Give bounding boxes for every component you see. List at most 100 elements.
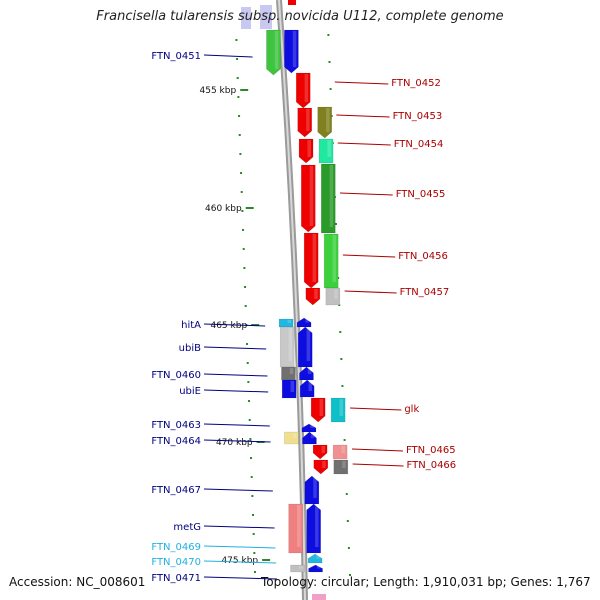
- gene-block-shine: [342, 461, 346, 468]
- edge-gene-top-right: [260, 5, 272, 29]
- gene-block-ftn-0466: [333, 459, 349, 475]
- gene-label-ftn-0457: FTN_0457: [400, 287, 450, 298]
- gene-leader-ftn-0469: [203, 545, 276, 549]
- gene-label-ftn-0451: FTN_0451: [151, 51, 201, 62]
- gene-block-shine: [304, 74, 309, 102]
- gene-block-shine: [290, 381, 295, 392]
- gene-block-glk: [330, 397, 346, 423]
- gene-block-shine: [306, 328, 311, 361]
- ruler-label: 455 kbp: [200, 86, 237, 96]
- gene-leader-ftn-0451: [203, 54, 253, 58]
- gene-block-ftn-0451: [266, 29, 281, 76]
- gene-leader-ftn-0471: [203, 576, 277, 580]
- gene-block-ftn-0455: [300, 164, 316, 233]
- gene-block-shine: [313, 477, 317, 498]
- gene-block-shine: [314, 289, 318, 299]
- gene-block-shine: [307, 368, 312, 374]
- gene-block-ftn-0463: [301, 423, 317, 433]
- gene-block-ftn-0471: [308, 564, 323, 573]
- edge-gene-top-red: [288, 0, 296, 5]
- gene-block-metg: [288, 503, 303, 554]
- gene-label-ftn-0452: FTN_0452: [391, 78, 441, 89]
- gene-block-ftn-0464: [284, 431, 299, 445]
- gene-leader-ubie: [203, 389, 269, 393]
- gene-leader-glk: [350, 407, 402, 411]
- gene-block-shine: [309, 166, 314, 226]
- gene-block-ftn-0453: [317, 106, 333, 139]
- gene-leader-ftn-0457: [344, 290, 397, 294]
- accession-label: Accession: NC_008601: [9, 575, 146, 589]
- gene-block-shine: [329, 165, 334, 227]
- gene-block-shine: [297, 505, 301, 547]
- gene-block-shine: [332, 235, 337, 282]
- gene-label-ftn-0471: FTN_0471: [151, 573, 201, 584]
- edge-gene-bottom: [312, 594, 326, 600]
- gene-leader-hita: [203, 323, 266, 327]
- gene-block-shine: [292, 31, 297, 67]
- gene-block-ftn-0465: [312, 444, 328, 460]
- gene-block-shine: [322, 461, 326, 468]
- ruler-label: 465 kbp: [210, 321, 247, 331]
- gene-label-ftn-0467: FTN_0467: [151, 485, 201, 496]
- gene-block-ftn-0460: [299, 366, 314, 381]
- gene-block-ftn-0464: [302, 431, 317, 445]
- gene-block-ftn-0466: [313, 459, 329, 475]
- gene-block-metg: [306, 503, 321, 554]
- gene-block-shine: [305, 319, 309, 323]
- gene-label-ftn-0455: FTN_0455: [396, 189, 446, 200]
- gene-block-shine: [327, 140, 331, 157]
- gene-label-ftn-0454: FTN_0454: [394, 139, 444, 150]
- gene-block-shine: [307, 140, 311, 157]
- gene-leader-ftn-0452: [334, 81, 389, 85]
- ruler-label: 470 kbp: [216, 438, 253, 448]
- gene-block-ftn-0452: [295, 72, 311, 109]
- gene-block-shine: [298, 566, 303, 569]
- gene-leader-ftn-0456: [342, 254, 396, 258]
- gene-block-shine: [310, 425, 314, 428]
- gene-label-ftn-0469: FTN_0469: [151, 542, 201, 553]
- gene-block-ftn-0469: [307, 553, 323, 564]
- edge-gene-top-left: [241, 7, 251, 29]
- gene-label-ftn-0464: FTN_0464: [151, 436, 201, 447]
- gene-block-shine: [289, 368, 294, 374]
- gene-label-ftn-0465: FTN_0465: [406, 445, 456, 456]
- gene-leader-ftn-0465: [351, 448, 403, 452]
- gene-block-shine: [321, 446, 326, 453]
- gene-block-shine: [341, 446, 346, 453]
- gene-block-shine: [308, 381, 313, 391]
- ruler-label: 460 kbp: [205, 204, 242, 214]
- gene-block-ftn-0457: [305, 287, 321, 306]
- gene-block-ftn-0471: [290, 564, 305, 573]
- gene-leader-ftn-0466: [352, 463, 404, 467]
- gene-block-ftn-0457: [325, 287, 341, 306]
- gene-label-glk: glk: [404, 404, 419, 415]
- gene-leader-ubib: [203, 346, 267, 350]
- gene-leader-ftn-0464: [203, 439, 271, 443]
- gene-label-ubib: ubiB: [179, 343, 201, 354]
- gene-leader-ftn-0470: [203, 560, 277, 564]
- gene-block-ftn-0453: [297, 107, 313, 138]
- gene-block-glk: [310, 397, 326, 423]
- gene-block-shine: [306, 109, 310, 131]
- gene-label-ftn-0463: FTN_0463: [151, 420, 201, 431]
- gene-block-shine: [310, 433, 315, 438]
- gene-block-ftn-0454: [318, 138, 334, 164]
- gene-block-ftn-0455: [320, 163, 336, 234]
- gene-block-shine: [292, 433, 297, 438]
- genome-summary: Topology: circular; Length: 1,910,031 bp…: [261, 575, 591, 589]
- gene-leader-ftn-0467: [203, 488, 273, 492]
- gene-block-shine: [287, 320, 291, 323]
- gene-block-ftn-0454: [298, 138, 314, 164]
- gene-block-ftn-0465: [332, 444, 348, 460]
- gene-block-shine: [274, 31, 279, 69]
- gene-block-ubie: [281, 379, 297, 399]
- gene-leader-ftn-0463: [203, 423, 270, 427]
- gene-block-shine: [312, 234, 317, 282]
- gene-leader-ftn-0455: [339, 192, 393, 196]
- genome-backbone-highlight: [278, 0, 306, 600]
- gene-leader-metg: [203, 525, 275, 529]
- gene-block-shine: [316, 566, 321, 569]
- gene-block-shine: [326, 108, 330, 132]
- gene-block-shine: [288, 328, 293, 361]
